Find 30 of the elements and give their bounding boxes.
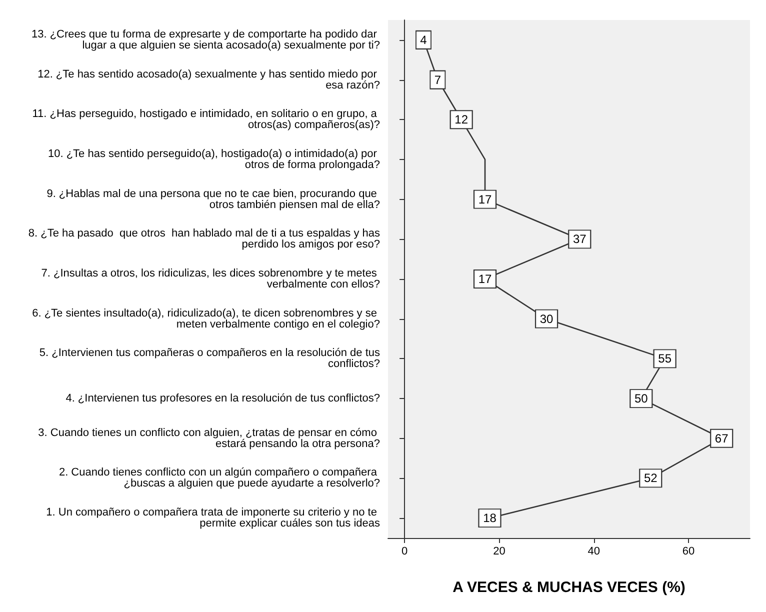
y-tick-label: 11. ¿Has perseguido, hostigado e intimidado, en solitario o en grupo, a otros(as) compañeros(as)? (32, 108, 380, 132)
y-tick-label: 13. ¿Crees que tu forma de expresarte y de comportarte ha podido dar lugar a que alguien se sienta acosado(a) sexualmente por ti? (31, 28, 380, 52)
data-label: 12 (454, 112, 468, 127)
y-tick-label: 4. ¿Intervienen tus profesores en la resolución de tus conflictos? (66, 392, 380, 405)
y-tick-label: 9. ¿Hablas mal de una persona que no te cae bien, procurando que otros también piensen mal de ella? (46, 188, 380, 211)
x-tick-label: 40 (588, 546, 600, 558)
data-label: 55 (658, 352, 672, 366)
data-label: 18 (483, 511, 497, 526)
y-tick-label: 12. ¿Te has sentido acosado(a) sexualmente y has sentido miedo por esa razón? (38, 68, 380, 92)
data-label: 52 (644, 471, 658, 486)
y-tick-label: 8. ¿Te ha pasado que otros han hablado mal de ti a tus espaldas y has perdido los amigos por eso? (28, 228, 380, 251)
x-tick-label: 60 (682, 546, 695, 558)
y-tick-label: 3. Cuando tienes un conflicto con alguien, ¿tratas de pensar en cómo estará pensando la otra persona? (38, 426, 380, 450)
data-label: 7 (434, 72, 442, 87)
y-tick-label: 1. Un compañero o compañera trata de imponerte su criterio y no te permite explicar cuáles son tus ideas (46, 506, 380, 530)
data-label: 37 (572, 232, 587, 246)
data-label: 17 (478, 272, 492, 286)
data-label: 50 (634, 392, 648, 406)
data-label: 67 (714, 431, 729, 446)
x-tick-label: 20 (493, 546, 506, 558)
y-tick-label: 7. ¿Insultas a otros, los ridiculizas, les dices sobrenombre y te metes verbalmente con ellos? (41, 268, 380, 290)
data-label: 30 (540, 312, 554, 326)
y-tick-label: 10. ¿Te has sentido perseguido(a), hostigado(a) o intimidado(a) por otros de forma prolongada? (48, 148, 380, 171)
x-tick-label: 0 (402, 546, 408, 558)
y-tick-label: 2. Cuando tienes conflicto con un algún compañero o compañera ¿buscas a alguien que puede ayudarte a resolverlo? (58, 466, 380, 490)
y-tick-label: 6. ¿Te sientes insultado(a), ridiculizado(a), te dicen sobrenombres y se meten verbalmente contigo en el colegio? (32, 307, 380, 330)
data-label: 17 (478, 192, 492, 206)
x-axis-title: A VECES & MUCHAS VECES (%) (452, 579, 686, 596)
data-label: 4 (420, 32, 428, 47)
y-tick-label: 5. ¿Intervienen tus compañeras o compañeros en la resolución de tus conflictos? (39, 347, 380, 370)
